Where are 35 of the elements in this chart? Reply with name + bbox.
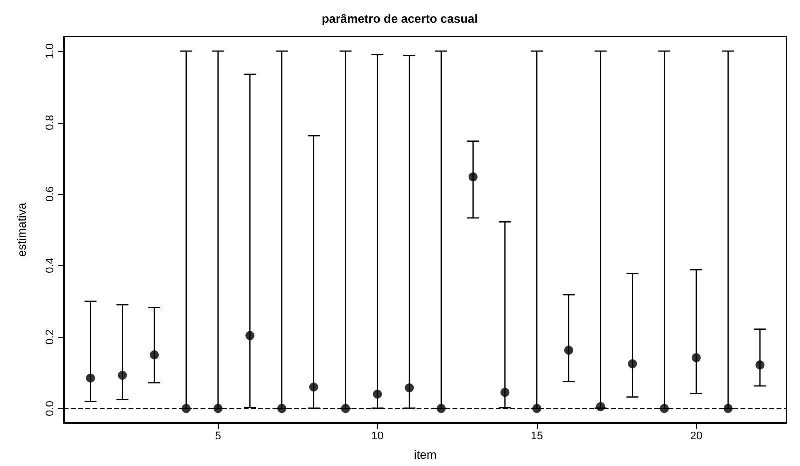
point	[118, 370, 128, 380]
y-tick-label: 0.4	[44, 258, 56, 274]
x-tick-label: 5	[215, 430, 222, 442]
point	[86, 374, 96, 383]
point	[500, 388, 510, 398]
x-tick-label: 20	[690, 430, 703, 442]
point	[341, 404, 350, 414]
y-tick-label: 1.0	[44, 44, 56, 59]
point	[246, 331, 255, 340]
point	[596, 402, 606, 412]
y-tick-label: 0.0	[44, 401, 56, 416]
y-axis-title: estimativa	[15, 202, 29, 258]
chart-title: parâmetro de acerto casual	[322, 12, 478, 26]
x-tick-label: 10	[372, 430, 384, 442]
point	[309, 382, 318, 392]
point	[405, 383, 414, 392]
point	[564, 346, 574, 355]
point	[692, 353, 701, 362]
y-tick-label: 0.2	[44, 330, 56, 345]
point	[628, 360, 638, 369]
point	[214, 404, 223, 414]
point	[724, 404, 733, 414]
point	[532, 404, 542, 414]
point	[660, 404, 670, 414]
point	[182, 404, 191, 414]
point	[278, 404, 287, 414]
point	[436, 404, 446, 414]
point	[468, 172, 478, 182]
point	[373, 390, 382, 399]
y-tick-label: 0.8	[44, 115, 56, 130]
x-axis-title: item	[414, 448, 437, 462]
point	[756, 360, 765, 370]
x-tick-label: 15	[530, 430, 544, 442]
y-tick-label: 0.6	[44, 186, 56, 202]
point	[150, 350, 160, 360]
